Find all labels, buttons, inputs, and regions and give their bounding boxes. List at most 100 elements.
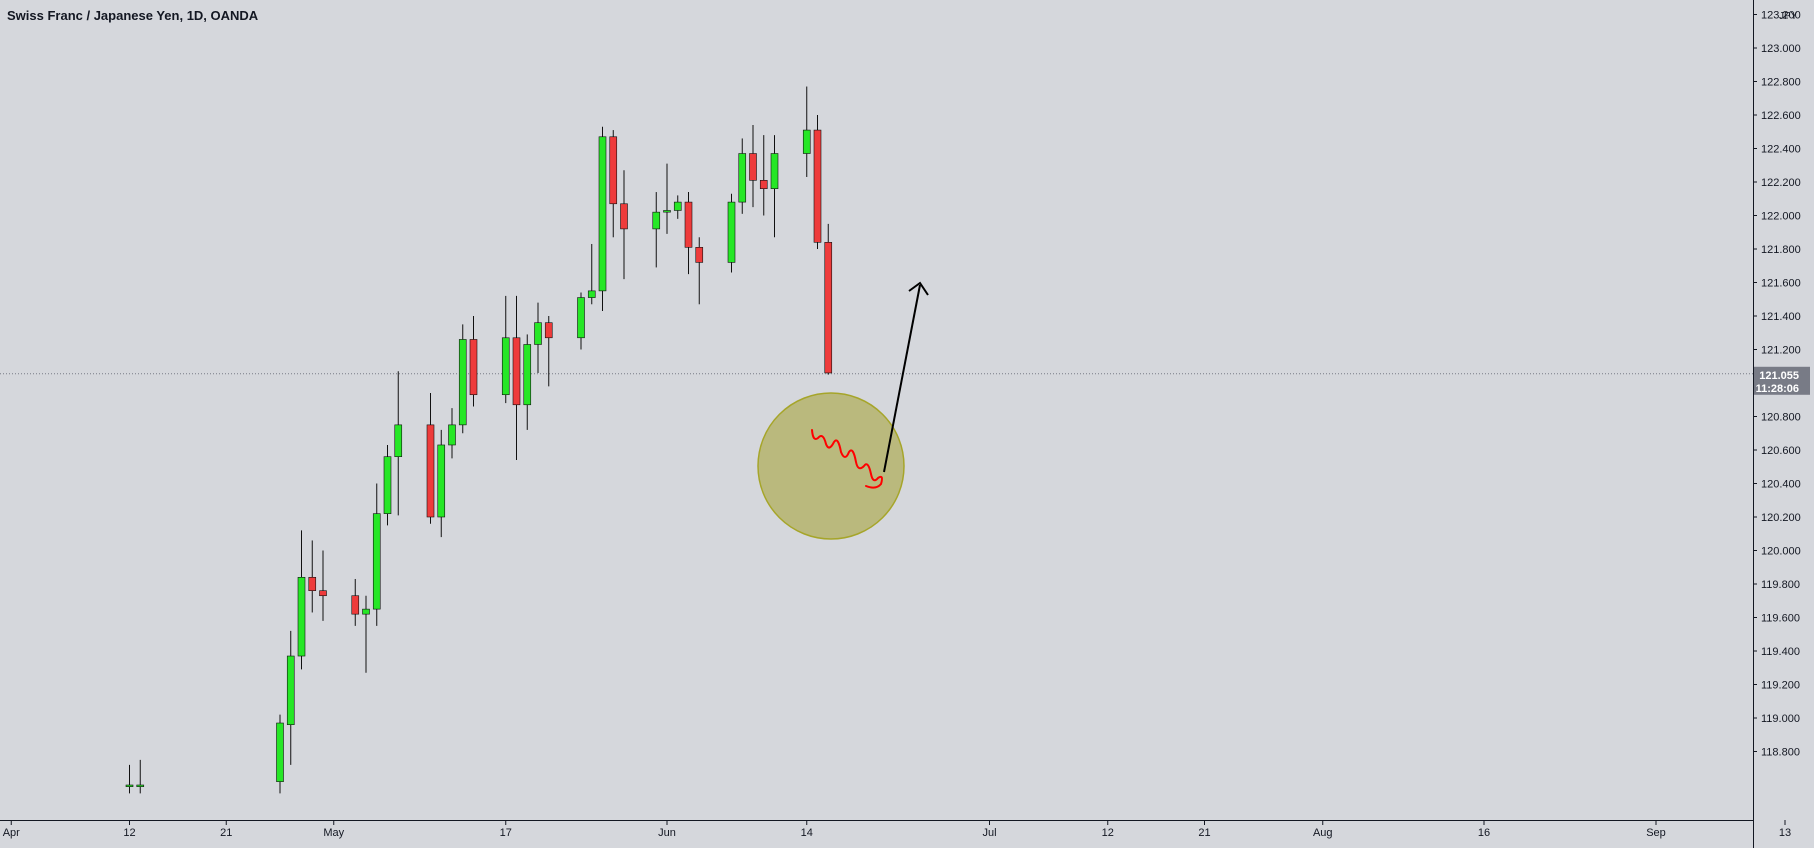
candle: [286, 630, 295, 765]
price-tick-label: 119.400: [1761, 646, 1800, 658]
candle-body-up: [362, 608, 370, 615]
candle-body-up: [598, 136, 607, 292]
price-axis[interactable]: 12123.200123.000122.800122.600122.400122…: [1753, 0, 1801, 759]
candle: [598, 126, 607, 311]
price-tick-label: 120.800: [1761, 412, 1801, 424]
candle-body-up: [383, 456, 392, 514]
time-tick-label: 21: [1198, 827, 1210, 839]
candle-body-up: [577, 297, 585, 339]
price-tick-label: 120.200: [1761, 512, 1801, 524]
candle: [394, 371, 403, 516]
price-tick-label: 122.000: [1761, 211, 1801, 223]
candle-body-up: [372, 513, 381, 610]
candle: [523, 334, 532, 430]
price-tick-label: 119.000: [1761, 713, 1800, 725]
price-tick-label: 122.200: [1761, 177, 1801, 189]
candle-body-down: [620, 203, 628, 230]
candle-body-down: [544, 322, 553, 339]
drawn-path[interactable]: [811, 429, 883, 489]
price-tick-label: 122.800: [1761, 77, 1801, 89]
time-tick-label: 12: [123, 827, 135, 839]
price-tick-label: 120.600: [1761, 445, 1801, 457]
price-tick-label: 119.600: [1761, 613, 1800, 625]
candle: [426, 393, 435, 524]
candle: [351, 578, 360, 626]
chart-title: Swiss Franc / Japanese Yen, 1D, OANDA: [7, 8, 259, 23]
price-tick-label: 123.200: [1761, 10, 1801, 22]
candle-body-up: [727, 201, 736, 263]
candle-body-down: [824, 242, 833, 374]
candle-body-up: [770, 153, 779, 189]
arrow-head-icon: [908, 281, 929, 296]
candle: [695, 237, 704, 305]
candle: [663, 163, 671, 234]
price-tick-label: 120.400: [1761, 479, 1801, 491]
candle: [319, 550, 327, 621]
candle-body-up: [802, 129, 811, 154]
candle: [458, 324, 467, 434]
candles-layer: [125, 86, 833, 794]
candle: [125, 764, 134, 794]
candle: [770, 135, 779, 238]
candle: [297, 530, 306, 670]
candle-body-up: [652, 211, 661, 230]
candle: [362, 595, 370, 673]
candle-body-up: [297, 576, 306, 657]
price-tick-label: 123.000: [1761, 43, 1801, 55]
last-price-tag: 121.055 11:28:06: [1754, 366, 1810, 395]
price-tick-label: 121.800: [1761, 244, 1801, 256]
currency-label: JPY: [1779, 11, 1798, 22]
candle: [276, 714, 284, 794]
candle-body-up: [501, 337, 510, 396]
candle-body-up: [136, 784, 145, 787]
candle: [437, 429, 446, 538]
candle: [749, 125, 757, 208]
candle-body-up: [587, 290, 596, 298]
time-axis[interactable]: Apr1221May17Jun14Jul1221Aug16Sep1322Oct: [3, 820, 1814, 839]
price-tick-label: 118.800: [1761, 747, 1800, 759]
highlight-circle[interactable]: [757, 392, 905, 540]
candle-body-up: [286, 655, 295, 726]
candle: [448, 408, 456, 459]
candle-body-up: [534, 322, 542, 345]
candle: [684, 192, 693, 275]
arrow-line[interactable]: [883, 284, 921, 473]
price-tick-label: 121.200: [1761, 345, 1801, 357]
candle: [501, 295, 510, 404]
time-tick-label: 16: [1478, 827, 1490, 839]
candle: [738, 138, 747, 214]
candle-body-up: [448, 424, 456, 446]
candle-body-up: [458, 339, 467, 426]
price-tick-label: 122.400: [1761, 144, 1801, 156]
candle-body-down: [749, 153, 757, 181]
candle-body-up: [738, 153, 747, 203]
candle-body-down: [319, 590, 327, 597]
time-tick-label: 21: [220, 827, 232, 839]
candle-body-up: [673, 201, 682, 211]
time-tick-label: Sep: [1646, 827, 1666, 839]
candle-body-down: [609, 136, 618, 205]
candle-body-down: [308, 576, 317, 591]
candle-body-down: [759, 180, 768, 189]
candle-body-up: [276, 722, 284, 782]
candle: [759, 135, 768, 216]
last-price-countdown: 11:28:06: [1756, 383, 1799, 395]
time-tick-label: 12: [1102, 827, 1114, 839]
candle-body-down: [351, 595, 360, 615]
price-tick-label: 119.800: [1761, 579, 1800, 591]
time-tick-label: Apr: [3, 827, 20, 839]
candle-body-down: [512, 337, 521, 406]
candle: [652, 192, 661, 268]
candle: [802, 86, 811, 177]
candle: [587, 243, 596, 305]
time-tick-label: Jul: [982, 827, 996, 839]
candle-body-down: [695, 247, 704, 263]
price-tick-label: 120.000: [1761, 546, 1801, 558]
candle-body-down: [469, 339, 478, 396]
time-tick-label: 13: [1779, 827, 1791, 839]
last-price-tag-background: [1754, 366, 1810, 395]
candle: [136, 759, 145, 794]
price-tick-label: 121.600: [1761, 278, 1801, 290]
